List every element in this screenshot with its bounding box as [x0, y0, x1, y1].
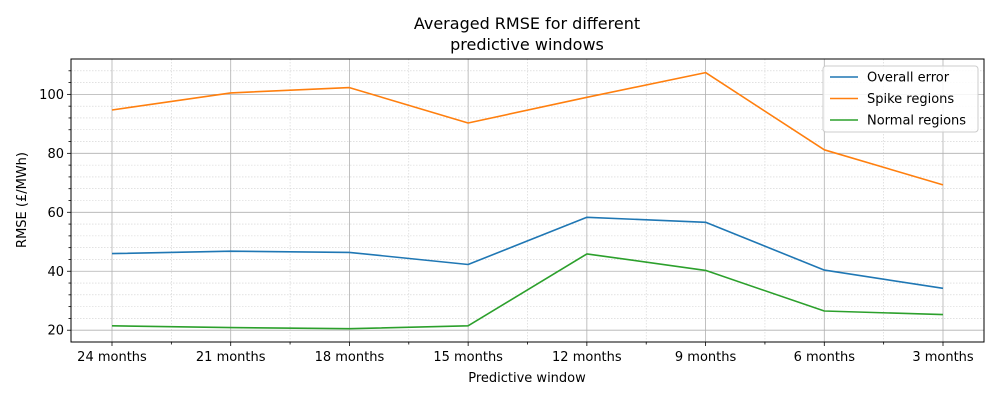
x-tick-label: 15 months — [433, 350, 503, 365]
minor-grid — [71, 59, 984, 342]
x-tick-label: 12 months — [552, 350, 622, 365]
x-tick-label: 6 months — [794, 350, 856, 365]
series-line-overall-error — [111, 216, 944, 290]
x-axis-label: Predictive window — [468, 371, 586, 386]
y-tick-label: 20 — [47, 324, 64, 339]
y-tick-label: 60 — [47, 206, 64, 221]
chart-title-line-2: predictive windows — [450, 35, 604, 54]
series-line-spike-regions — [111, 71, 944, 186]
y-tick-label: 100 — [39, 88, 64, 103]
x-tick-label: 24 months — [77, 350, 147, 365]
chart-title-line-1: Averaged RMSE for different — [414, 14, 640, 33]
y-tick-label: 80 — [47, 147, 64, 162]
y-axis-label: RMSE (£/MWh) — [15, 152, 30, 248]
y-tick-label: 40 — [47, 265, 64, 280]
legend-label-overall-error: Overall error — [867, 71, 950, 86]
x-tick-label: 9 months — [675, 350, 737, 365]
x-tick-label: 3 months — [912, 350, 974, 365]
chart-title: Averaged RMSE for different predictive w… — [414, 14, 640, 54]
x-tick-label: 18 months — [315, 350, 385, 365]
y-tick-labels: 20 40 60 80 100 — [39, 88, 64, 339]
x-tick-labels: 24 months 21 months 18 months 15 months 12 m… — [77, 350, 974, 365]
legend: Overall error Spike regions Normal regions — [822, 65, 979, 133]
legend-label-normal-regions: Normal regions — [867, 114, 966, 129]
series-layer — [111, 71, 944, 330]
axis-ticks — [67, 70, 944, 346]
series-line-normal-regions — [111, 253, 944, 330]
legend-label-spike-regions: Spike regions — [867, 92, 954, 107]
legend-box — [822, 65, 979, 133]
x-tick-label: 21 months — [196, 350, 266, 365]
